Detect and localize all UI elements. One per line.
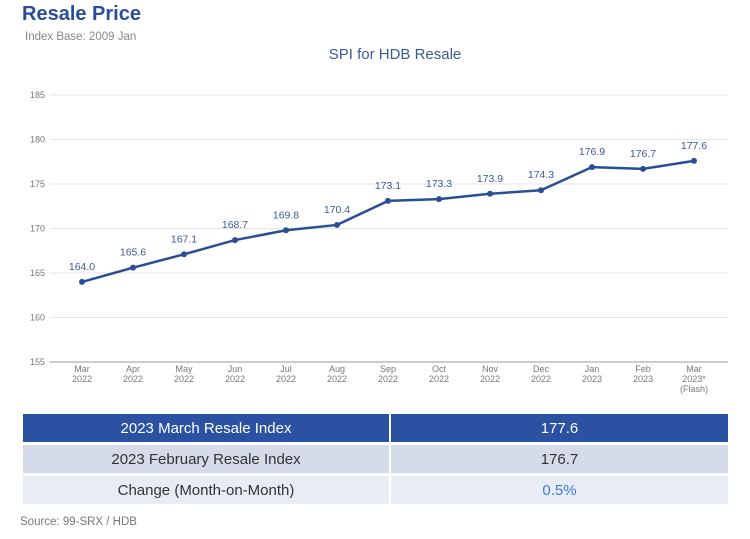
x-tick-label: May (175, 364, 193, 374)
x-tick-label: Mar (74, 364, 90, 374)
data-point (334, 221, 340, 228)
resale-index-table: 2023 March Resale Index 177.6 2023 Februa… (23, 411, 728, 507)
row-label: 2023 February Resale Index (23, 445, 391, 473)
data-point (538, 187, 544, 194)
x-tick-label: Apr (126, 364, 140, 374)
x-tick-label: Feb (635, 364, 651, 374)
y-tick-label: 185 (30, 90, 45, 100)
x-tick-label: Aug (329, 364, 345, 374)
row-value: 177.6 (391, 414, 728, 442)
y-tick-label: 155 (30, 357, 45, 367)
data-point (436, 196, 442, 203)
x-tick-label: Jul (280, 364, 292, 374)
data-point (232, 237, 238, 244)
x-tick-label: Oct (432, 364, 447, 374)
data-point (640, 165, 646, 172)
x-tick-label: 2022 (327, 374, 347, 384)
data-point (691, 157, 697, 164)
chart-title: SPI for HDB Resale (328, 46, 462, 63)
x-tick-label: 2022 (225, 374, 245, 384)
x-tick-label: 2022 (276, 374, 296, 384)
x-tick-label: 2023 (633, 374, 653, 384)
x-tick-label: 2022 (123, 374, 143, 384)
data-point (487, 190, 493, 197)
x-tick-label: 2022 (174, 374, 194, 384)
data-point (283, 227, 289, 234)
table-row: 2023 March Resale Index 177.6 (23, 414, 728, 442)
x-tick-label: 2022 (378, 374, 398, 384)
y-tick-label: 160 (30, 313, 45, 323)
x-tick-label: Dec (533, 364, 550, 374)
x-tick-label: 2022 (429, 374, 449, 384)
data-label: 177.6 (681, 140, 707, 152)
data-label: 164.0 (69, 261, 95, 273)
data-label: 176.7 (630, 148, 656, 160)
row-label: Change (Month-on-Month) (23, 476, 391, 504)
y-tick-label: 180 (30, 135, 45, 145)
data-label: 176.9 (579, 146, 605, 158)
x-tick-label: Sep (380, 364, 396, 374)
x-tick-label: Mar (686, 364, 702, 374)
data-label: 165.6 (120, 247, 146, 259)
page-title: Resale Price (22, 3, 141, 25)
x-tick-label: 2023* (682, 374, 706, 384)
data-point (589, 164, 595, 171)
x-tick-label: Jun (228, 364, 243, 374)
data-label: 167.1 (171, 233, 197, 245)
source-note: Source: 99-SRX / HDB (20, 516, 137, 528)
x-tick-label: 2022 (72, 374, 92, 384)
table-row: 2023 February Resale Index 176.7 (23, 445, 728, 473)
y-tick-label: 165 (30, 268, 45, 278)
data-point (79, 278, 85, 285)
x-tick-label: Nov (482, 364, 499, 374)
x-tick-label: Jan (585, 364, 600, 374)
data-label: 168.7 (222, 219, 248, 231)
table-row: Change (Month-on-Month) 0.5% (23, 476, 728, 504)
y-tick-label: 175 (30, 179, 45, 189)
x-tick-label: (Flash) (680, 384, 708, 394)
x-tick-label: 2022 (531, 374, 551, 384)
x-tick-label: 2023 (582, 374, 602, 384)
data-label: 173.1 (375, 180, 401, 192)
data-label: 174.3 (528, 169, 554, 181)
row-label: 2023 March Resale Index (23, 414, 391, 442)
data-point (181, 251, 187, 258)
data-label: 169.8 (273, 209, 299, 221)
data-label: 173.9 (477, 173, 503, 185)
row-value: 0.5% (391, 476, 728, 504)
index-base-subtitle: Index Base: 2009 Jan (25, 31, 137, 43)
data-label: 173.3 (426, 178, 452, 190)
row-value: 176.7 (391, 445, 728, 473)
data-point (385, 197, 391, 204)
data-point (130, 264, 136, 271)
line-chart: 155160165170175180185Mar2022Apr2022May20… (30, 90, 728, 394)
y-tick-label: 170 (30, 224, 45, 234)
x-tick-label: 2022 (480, 374, 500, 384)
data-label: 170.4 (324, 204, 350, 216)
